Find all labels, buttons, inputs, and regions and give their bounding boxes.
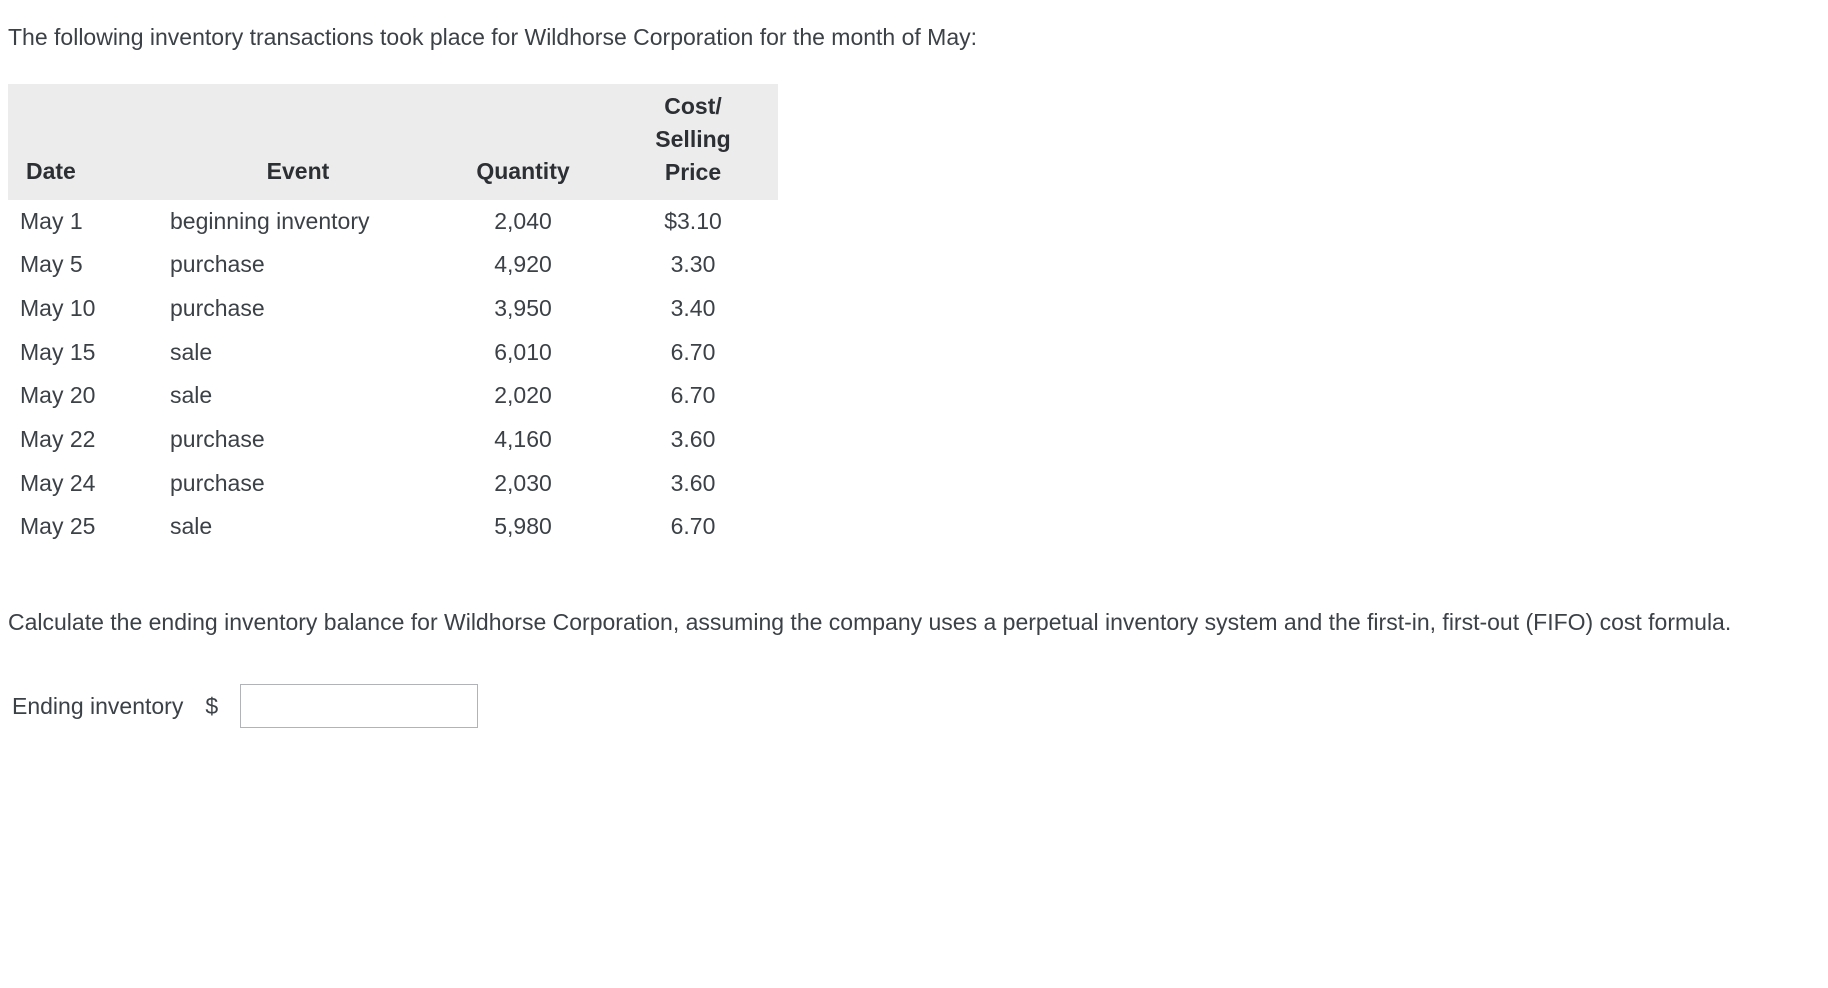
cell-quantity: 3,950 — [438, 287, 608, 331]
cell-price: 6.70 — [608, 331, 778, 375]
cell-event: sale — [158, 331, 438, 375]
table-row: May 15 sale 6,010 6.70 — [8, 331, 778, 375]
table-row: May 24 purchase 2,030 3.60 — [8, 462, 778, 506]
cell-event: purchase — [158, 418, 438, 462]
question-text: Calculate the ending inventory balance f… — [8, 605, 1820, 641]
cell-date: May 22 — [8, 418, 158, 462]
cell-price: $3.10 — [608, 200, 778, 244]
answer-row: Ending inventory $ — [8, 684, 1820, 728]
col-header-price-line2: Selling — [620, 123, 766, 156]
currency-symbol: $ — [205, 689, 218, 725]
table-row: May 5 purchase 4,920 3.30 — [8, 243, 778, 287]
intro-text: The following inventory transactions too… — [8, 20, 1820, 56]
cell-price: 3.40 — [608, 287, 778, 331]
cell-price: 3.60 — [608, 418, 778, 462]
cell-date: May 25 — [8, 505, 158, 549]
ending-inventory-label: Ending inventory — [12, 689, 183, 725]
cell-price: 3.30 — [608, 243, 778, 287]
col-header-price-line3: Price — [620, 156, 766, 189]
cell-quantity: 5,980 — [438, 505, 608, 549]
cell-event: purchase — [158, 287, 438, 331]
cell-date: May 20 — [8, 374, 158, 418]
cell-date: May 10 — [8, 287, 158, 331]
cell-event: purchase — [158, 243, 438, 287]
cell-date: May 15 — [8, 331, 158, 375]
col-header-price-line1: Cost/ — [620, 90, 766, 123]
col-header-event: Event — [158, 84, 438, 200]
cell-price: 6.70 — [608, 505, 778, 549]
cell-price: 6.70 — [608, 374, 778, 418]
cell-date: May 1 — [8, 200, 158, 244]
cell-quantity: 6,010 — [438, 331, 608, 375]
cell-event: purchase — [158, 462, 438, 506]
cell-date: May 24 — [8, 462, 158, 506]
cell-quantity: 4,920 — [438, 243, 608, 287]
cell-date: May 5 — [8, 243, 158, 287]
cell-quantity: 2,030 — [438, 462, 608, 506]
cell-quantity: 4,160 — [438, 418, 608, 462]
table-row: May 20 sale 2,020 6.70 — [8, 374, 778, 418]
table-row: May 25 sale 5,980 6.70 — [8, 505, 778, 549]
cell-event: sale — [158, 505, 438, 549]
cell-event: sale — [158, 374, 438, 418]
inventory-table-head: Date Event Quantity Cost/ Selling Price — [8, 84, 778, 200]
inventory-table-body: May 1 beginning inventory 2,040 $3.10 Ma… — [8, 200, 778, 549]
table-row: May 1 beginning inventory 2,040 $3.10 — [8, 200, 778, 244]
cell-quantity: 2,020 — [438, 374, 608, 418]
cell-price: 3.60 — [608, 462, 778, 506]
cell-event: beginning inventory — [158, 200, 438, 244]
col-header-date: Date — [8, 84, 158, 200]
col-header-price: Cost/ Selling Price — [608, 84, 778, 200]
inventory-table: Date Event Quantity Cost/ Selling Price … — [8, 84, 778, 549]
table-row: May 10 purchase 3,950 3.40 — [8, 287, 778, 331]
table-row: May 22 purchase 4,160 3.60 — [8, 418, 778, 462]
ending-inventory-input[interactable] — [240, 684, 478, 728]
col-header-quantity: Quantity — [438, 84, 608, 200]
cell-quantity: 2,040 — [438, 200, 608, 244]
